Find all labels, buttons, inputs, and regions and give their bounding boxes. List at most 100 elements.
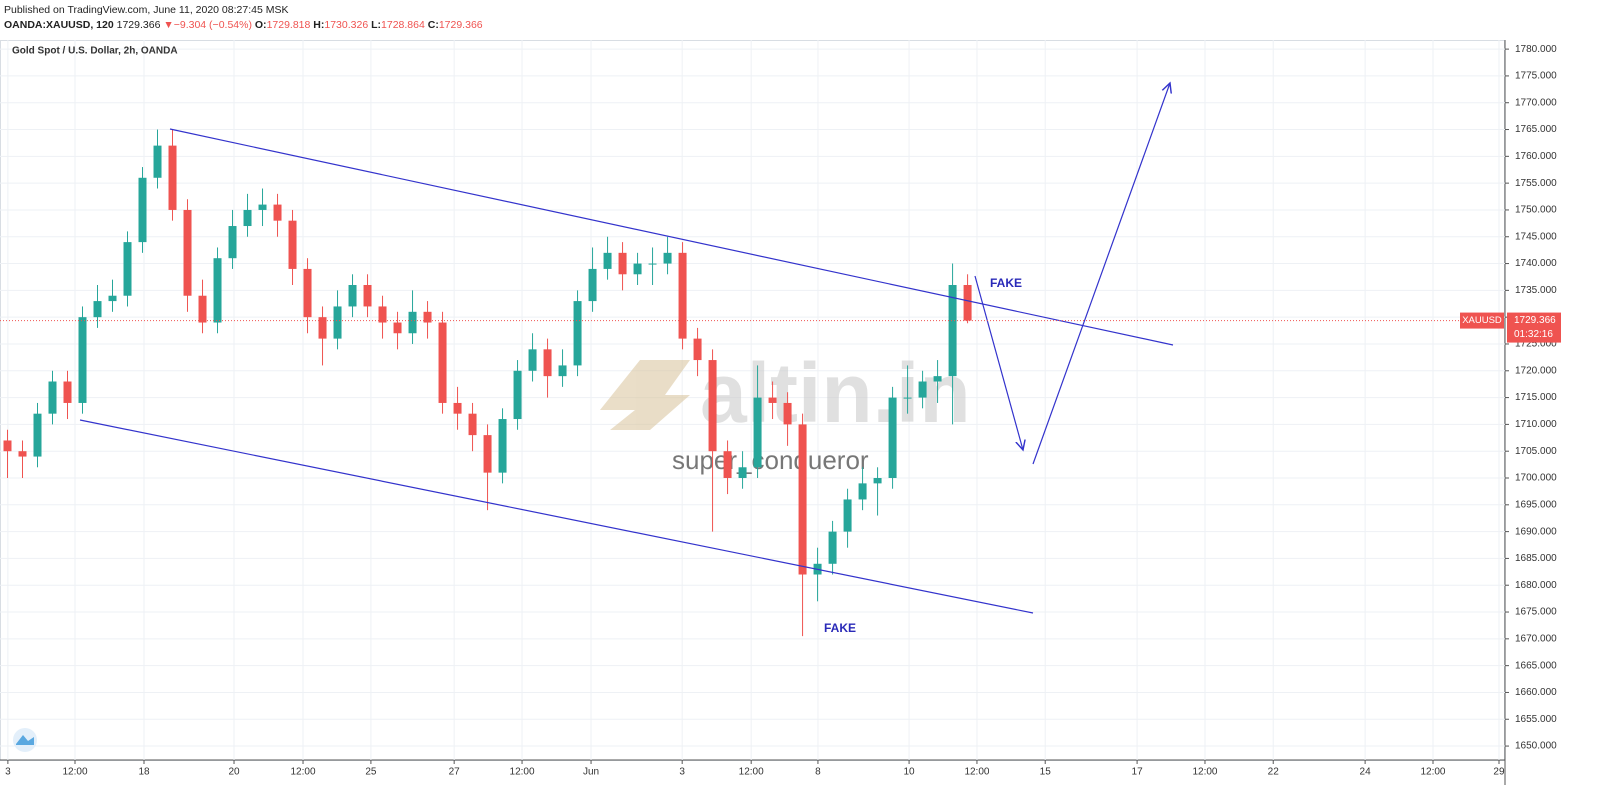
x-tick-label: 24 — [1360, 767, 1372, 778]
y-tick-label: 1710.000 — [1515, 419, 1557, 430]
candle-body — [918, 381, 927, 398]
y-tick-label: 1725.000 — [1515, 339, 1557, 350]
x-tick-label: 12:00 — [739, 767, 764, 778]
candle-body — [723, 451, 732, 479]
candle-body — [78, 317, 87, 403]
symbol-badge — [1460, 312, 1504, 329]
candle-body — [213, 258, 222, 323]
x-tick-label: Jun — [583, 767, 599, 778]
y-tick-label: 1775.000 — [1515, 71, 1557, 82]
l-value: 1728.864 — [381, 19, 425, 31]
x-tick-label: 12:00 — [291, 767, 316, 778]
y-tick-label: 1735.000 — [1515, 285, 1557, 296]
candle-body — [123, 242, 132, 296]
candle-body — [48, 381, 57, 414]
candle-body — [258, 204, 267, 210]
candle-body — [93, 301, 102, 318]
candle-body — [588, 268, 597, 302]
candle-body — [333, 306, 342, 339]
o-label: O: — [254, 19, 267, 31]
candle-body — [753, 397, 762, 468]
x-tick-label: 12:00 — [510, 767, 535, 778]
channel-bottom — [79, 419, 1034, 614]
header: Published on TradingView.com, June 11, 2… — [4, 3, 483, 33]
arrow-down — [974, 275, 1023, 450]
y-tick-label: 1770.000 — [1515, 97, 1557, 108]
x-tick-label: 12:00 — [964, 767, 989, 778]
x-tick-label: 10 — [904, 767, 916, 778]
x-tick-label: 18 — [138, 767, 150, 778]
candle-body — [198, 295, 207, 323]
candle-body — [153, 145, 162, 178]
x-tick-label: 12:00 — [62, 767, 87, 778]
candle-body — [648, 263, 657, 265]
last: 1729.366 — [116, 19, 161, 31]
y-tick-label: 1665.000 — [1515, 660, 1557, 671]
annotation: FAKE — [990, 276, 1022, 290]
candle-body — [933, 376, 942, 382]
candle-body — [678, 252, 687, 339]
quote-line: OANDA:XAUUSD, 120 1729.366 ▼−9.304 (−0.5… — [4, 18, 483, 33]
chart-title: Gold Spot / U.S. Dollar, 2h, OANDA — [12, 46, 178, 57]
y-tick-label: 1675.000 — [1515, 607, 1557, 618]
candle-body — [288, 220, 297, 269]
candle-body — [843, 499, 852, 532]
x-tick-label: 20 — [228, 767, 240, 778]
y-tick-label: 1705.000 — [1515, 446, 1557, 457]
y-tick-label: 1750.000 — [1515, 205, 1557, 216]
candle-body — [33, 413, 42, 457]
y-tick-label: 1755.000 — [1515, 178, 1557, 189]
candle-body — [768, 397, 777, 403]
candle-body — [243, 209, 252, 227]
x-tick-label: 3 — [679, 767, 685, 778]
x-tick-label: 12:00 — [1420, 767, 1445, 778]
candle-body — [633, 263, 642, 275]
x-tick-label: 12:00 — [1192, 767, 1217, 778]
y-tick-label: 1740.000 — [1515, 258, 1557, 269]
candle-body — [903, 397, 912, 399]
candle-body — [108, 295, 117, 302]
candle-body — [618, 252, 627, 275]
candle-body — [318, 317, 327, 339]
candle-body — [18, 451, 27, 457]
candle-body — [783, 402, 792, 425]
candle-body — [303, 268, 312, 318]
candle-body — [828, 531, 837, 564]
arrow: ▼ — [163, 19, 174, 31]
candle-body — [738, 467, 747, 479]
y-tick-label: 1780.000 — [1515, 44, 1557, 55]
x-tick-label: 27 — [449, 767, 461, 778]
y-tick-label: 1670.000 — [1515, 633, 1557, 644]
candle-body — [603, 252, 612, 269]
y-tick-label: 1690.000 — [1515, 526, 1557, 537]
candle-body — [498, 419, 507, 473]
candle-body — [798, 424, 807, 575]
arrow-up — [1032, 83, 1170, 465]
y-tick-label: 1765.000 — [1515, 124, 1557, 135]
watermark-logo — [600, 360, 690, 430]
candle-body — [3, 440, 12, 452]
candle-body — [513, 370, 522, 420]
published: Published on TradingView.com, June 11, 2… — [4, 4, 289, 16]
candle-body — [963, 285, 972, 321]
candle-body — [393, 322, 402, 334]
y-tick-label: 1760.000 — [1515, 151, 1557, 162]
candle-body — [453, 402, 462, 414]
price-badge-text: 1729.366 — [1514, 315, 1556, 326]
candle-body — [693, 338, 702, 361]
symbol-badge-text: XAUUSD — [1462, 315, 1502, 326]
countdown: 01:32:16 — [1514, 329, 1553, 340]
x-tick-label: 25 — [365, 767, 377, 778]
h-value: 1730.326 — [324, 19, 369, 31]
candle-body — [228, 226, 237, 259]
x-tick-label: 29 — [1493, 767, 1505, 778]
drawings — [79, 83, 1174, 614]
author: super_conqueror — [672, 445, 869, 475]
x-tick-label: 17 — [1132, 767, 1144, 778]
candle-body — [948, 285, 957, 377]
candle-body — [378, 306, 387, 323]
price-badge — [1507, 312, 1561, 343]
candle-body — [138, 177, 147, 243]
